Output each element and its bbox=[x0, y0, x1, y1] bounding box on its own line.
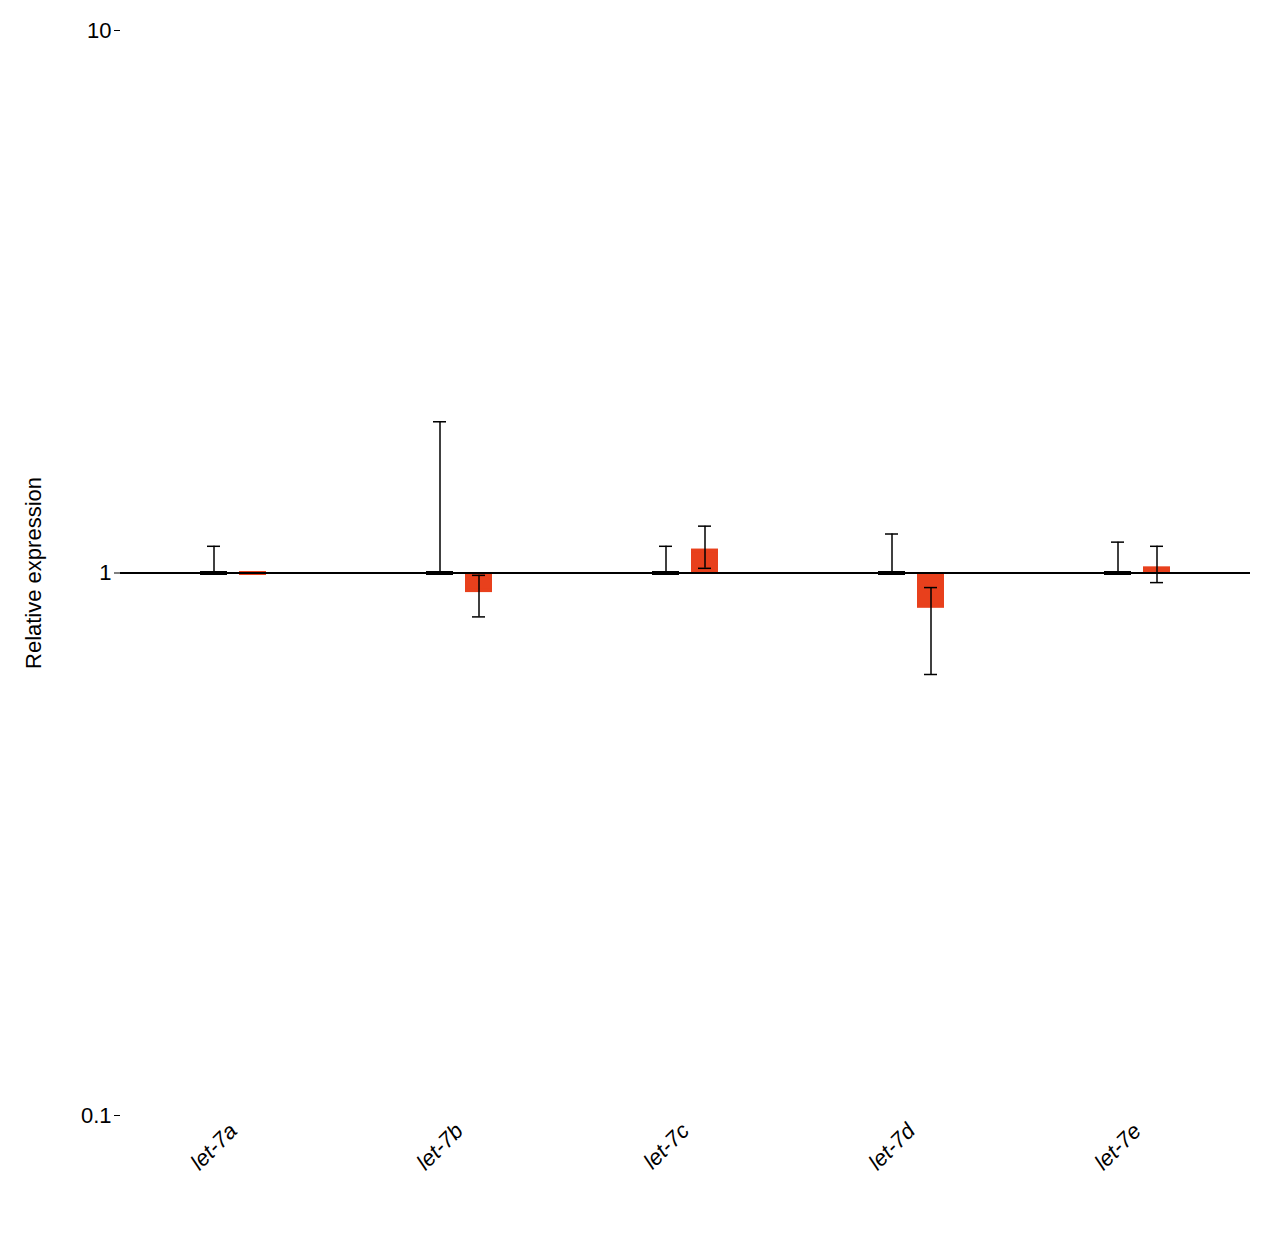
svg-text:let-7e: let-7e bbox=[1089, 1118, 1146, 1175]
svg-text:let-7a: let-7a bbox=[185, 1118, 242, 1175]
svg-text:Relative expression: Relative expression bbox=[21, 477, 46, 669]
svg-text:let-7c: let-7c bbox=[638, 1118, 694, 1174]
svg-text:let-7b: let-7b bbox=[411, 1118, 468, 1175]
svg-text:0.1: 0.1 bbox=[81, 1103, 112, 1128]
svg-text:1: 1 bbox=[99, 560, 111, 585]
svg-text:10: 10 bbox=[87, 18, 111, 43]
svg-text:let-7d: let-7d bbox=[863, 1118, 920, 1175]
